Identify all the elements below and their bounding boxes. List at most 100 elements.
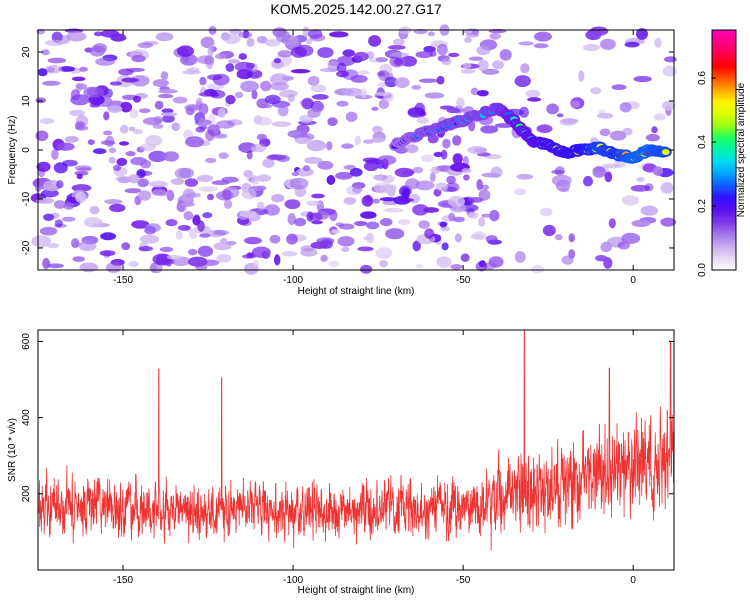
- spectrogram-x-ticks: -150 -100 -50 0: [113, 30, 636, 286]
- heatmap-noise-cell: [61, 216, 76, 222]
- heatmap-noise-cell: [336, 62, 347, 73]
- heatmap-noise-cell: [239, 210, 258, 218]
- heatmap-noise-cell: [188, 248, 198, 256]
- heatmap-noise-cell: [151, 189, 167, 197]
- heatmap-noise-cell: [234, 61, 254, 72]
- heatmap-noise-cell: [308, 29, 323, 39]
- heatmap-noise-cell: [600, 38, 616, 50]
- heatmap-noise-cell: [645, 133, 661, 142]
- heatmap-noise-cell: [599, 128, 611, 137]
- heatmap-noise-cell: [429, 50, 437, 57]
- heatmap-noise-cell: [273, 58, 281, 64]
- heatmap-noise-cell: [64, 135, 79, 143]
- heatmap-noise-cell: [125, 151, 136, 157]
- heatmap-noise-cell: [379, 197, 397, 202]
- heatmap-noise-cell: [415, 51, 434, 59]
- heatmap-noise-cell: [120, 101, 133, 113]
- heatmap-noise-cell: [213, 229, 229, 236]
- heatmap-noise-cell: [600, 241, 612, 253]
- heatmap-noise-cell: [302, 165, 311, 172]
- heatmap-noise-cell: [393, 38, 405, 46]
- heatmap-noise-cell: [153, 115, 164, 124]
- heatmap-noise-cell: [71, 238, 80, 249]
- heatmap-noise-cell: [116, 157, 128, 167]
- heatmap-noise-cell: [223, 199, 233, 209]
- heatmap-noise-cell: [83, 217, 103, 228]
- heatmap-noise-cell: [198, 103, 209, 115]
- heatmap-noise-cell: [172, 96, 188, 104]
- heatmap-noise-cell: [352, 185, 362, 194]
- heatmap-noise-cell: [124, 188, 142, 194]
- spectrogram-y-tick-label: 20: [21, 46, 32, 58]
- heatmap-noise-cell: [47, 57, 67, 64]
- heatmap-noise-cell: [56, 180, 64, 189]
- heatmap-noise-cell: [120, 124, 129, 134]
- heatmap-noise-cell: [267, 97, 279, 103]
- heatmap-noise-cell: [349, 167, 363, 177]
- heatmap-noise-cell: [301, 97, 314, 110]
- heatmap-noise-cell: [79, 262, 99, 273]
- colorbar-tick-label: 0.4: [697, 135, 708, 149]
- heatmap-noise-cell: [51, 149, 59, 160]
- heatmap-noise-cell: [259, 103, 273, 109]
- heatmap-noise-cell: [71, 76, 86, 82]
- heatmap-noise-cell: [636, 177, 645, 183]
- heatmap-noise-cell: [89, 205, 100, 215]
- heatmap-noise-cell: [189, 228, 198, 240]
- figure-title: KOM5.2025.142.00.27.G17: [270, 1, 441, 17]
- heatmap-noise-cell: [139, 234, 160, 244]
- heatmap-noise-cell: [180, 202, 196, 207]
- spectrogram-y-tick-label: 0: [21, 147, 32, 153]
- heatmap-noise-cell: [371, 106, 379, 111]
- heatmap-noise-cell: [286, 233, 298, 245]
- snr-y-tick-label: 400: [21, 409, 32, 426]
- heatmap-noise-cell: [310, 241, 328, 249]
- heatmap-noise-cell: [420, 154, 435, 163]
- heatmap-noise-cell: [590, 87, 602, 95]
- heatmap-noise-cell: [366, 221, 380, 230]
- heatmap-noise-cell: [621, 195, 639, 206]
- heatmap-noise-cell: [154, 100, 164, 110]
- heatmap-noise-cell: [536, 124, 553, 134]
- heatmap-noise-cell: [78, 240, 97, 252]
- heatmap-cells: [30, 24, 677, 275]
- heatmap-noise-cell: [430, 166, 440, 174]
- heatmap-noise-cell: [99, 250, 116, 257]
- heatmap-noise-cell: [54, 219, 64, 227]
- heatmap-noise-cell: [277, 50, 293, 58]
- heatmap-noise-cell: [291, 69, 311, 74]
- heatmap-noise-cell: [388, 45, 406, 50]
- heatmap-noise-cell: [202, 212, 213, 219]
- heatmap-noise-cell: [75, 125, 89, 131]
- heatmap-noise-cell: [195, 126, 205, 133]
- heatmap-noise-cell: [39, 117, 55, 125]
- heatmap-noise-cell: [216, 253, 232, 263]
- heatmap-noise-cell: [440, 149, 448, 160]
- heatmap-noise-cell: [514, 251, 526, 263]
- heatmap-noise-cell: [310, 84, 327, 93]
- heatmap-noise-cell: [481, 184, 490, 190]
- heatmap-noise-cell: [137, 178, 149, 188]
- heatmap-noise-cell: [326, 175, 336, 185]
- heatmap-noise-cell: [327, 117, 338, 126]
- heatmap-noise-cell: [112, 164, 122, 171]
- heatmap-noise-cell: [317, 160, 334, 170]
- heatmap-noise-cell: [450, 206, 465, 213]
- heatmap-noise-cell: [327, 60, 340, 72]
- snr-panel: -150 -100 -50 0 200 400 600 Height of straigh…: [7, 329, 675, 596]
- heatmap-noise-cell: [336, 100, 349, 107]
- heatmap-noise-cell: [427, 31, 435, 37]
- heatmap-noise-cell: [441, 58, 452, 66]
- spectrogram-y-tick-label: -20: [21, 240, 32, 255]
- heatmap-noise-cell: [435, 182, 449, 191]
- heatmap-noise-cell: [108, 156, 116, 164]
- heatmap-noise-cell: [183, 211, 194, 221]
- heatmap-noise-cell: [207, 193, 214, 201]
- heatmap-noise-cell: [306, 200, 322, 206]
- heatmap-noise-cell: [207, 44, 214, 57]
- heatmap-noise-cell: [271, 194, 285, 203]
- heatmap-noise-cell: [163, 151, 179, 162]
- heatmap-noise-cell: [400, 55, 417, 67]
- heatmap-noise-cell: [76, 173, 83, 180]
- heatmap-noise-cell: [478, 217, 486, 227]
